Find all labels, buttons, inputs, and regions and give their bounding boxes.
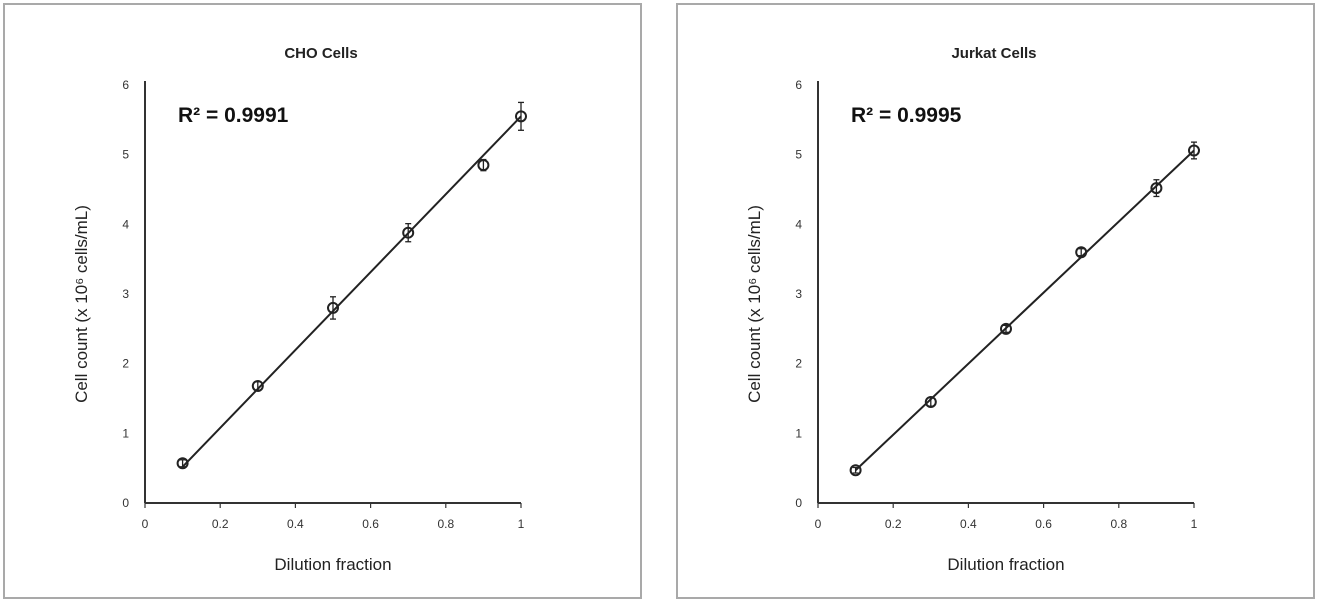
chart-title: Jurkat Cells xyxy=(951,45,1036,62)
data-point xyxy=(176,457,189,470)
data-point xyxy=(402,226,415,239)
r-squared-annotation: R² = 0.9995 xyxy=(851,104,962,127)
y-tick-label: 5 xyxy=(795,148,802,162)
y-tick-label: 3 xyxy=(122,287,129,301)
y-tick-label: 1 xyxy=(122,426,129,440)
data-point xyxy=(1188,144,1200,157)
data-point xyxy=(849,464,862,477)
x-tick-label: 1 xyxy=(518,517,525,531)
jurkat-chart-svg: Jurkat Cells 0 1 2 3 4 5 6 0 0.2 0.4 0.6 0.8 1 Dilutio… xyxy=(745,45,1200,574)
y-tick-label: 1 xyxy=(795,426,802,440)
trendline xyxy=(854,149,1195,471)
x-axis-label: Dilution fraction xyxy=(274,555,391,574)
x-tick-label: 0.4 xyxy=(287,517,304,531)
x-tick-label: 0.6 xyxy=(362,517,379,531)
x-tick-label: 0.4 xyxy=(960,517,977,531)
y-tick-label: 0 xyxy=(795,496,802,510)
y-tick-label: 4 xyxy=(122,217,129,231)
y-tick-label: 2 xyxy=(122,357,129,371)
data-point xyxy=(1150,182,1163,195)
cho-chart-svg: CHO Cells 0 1 2 3 4 5 6 0 0.2 0.4 0.6 0.8 1 Dilution f… xyxy=(72,45,527,574)
chart-panel-cho: CHO Cells 0 1 2 3 4 5 6 0 0.2 0.4 0.6 0.8 1 Dilution f… xyxy=(3,3,642,599)
data-point xyxy=(515,110,527,123)
y-tick-label: 0 xyxy=(122,496,129,510)
chart-title: CHO Cells xyxy=(284,45,357,62)
y-axis-label: Cell count (x 10⁶ cells/mL) xyxy=(745,205,764,403)
x-tick-label: 1 xyxy=(1191,517,1198,531)
x-axis-label: Dilution fraction xyxy=(947,555,1064,574)
data-point xyxy=(327,301,339,314)
x-tick-label: 0 xyxy=(142,517,149,531)
y-tick-label: 6 xyxy=(795,78,802,92)
y-tick-label: 4 xyxy=(795,217,802,231)
trendline xyxy=(181,115,522,468)
y-axis-label: Cell count (x 10⁶ cells/mL) xyxy=(72,205,91,403)
x-tick-label: 0.6 xyxy=(1035,517,1052,531)
x-tick-label: 0 xyxy=(815,517,822,531)
data-point xyxy=(251,379,264,392)
data-point xyxy=(924,395,937,408)
data-point xyxy=(1000,322,1012,335)
x-tick-label: 0.8 xyxy=(437,517,454,531)
y-tick-label: 5 xyxy=(122,148,129,162)
y-tick-label: 2 xyxy=(795,357,802,371)
x-tick-label: 0.2 xyxy=(885,517,902,531)
data-point xyxy=(477,159,490,172)
x-tick-label: 0.2 xyxy=(212,517,229,531)
chart-panel-jurkat: Jurkat Cells 0 1 2 3 4 5 6 0 0.2 0.4 0.6 0.8 1 Dilutio… xyxy=(676,3,1315,599)
data-point xyxy=(1075,246,1088,259)
r-squared-annotation: R² = 0.9991 xyxy=(178,104,289,127)
x-tick-label: 0.8 xyxy=(1110,517,1127,531)
y-tick-label: 6 xyxy=(122,78,129,92)
y-tick-label: 3 xyxy=(795,287,802,301)
